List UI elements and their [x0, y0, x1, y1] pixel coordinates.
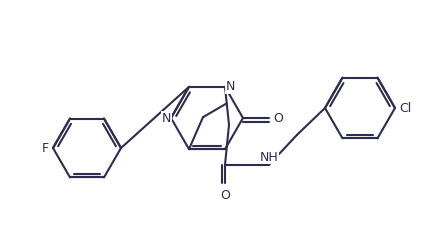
Text: Cl: Cl: [399, 102, 411, 114]
Text: O: O: [273, 111, 283, 124]
Text: N: N: [226, 80, 235, 93]
Text: F: F: [42, 142, 49, 154]
Text: N: N: [162, 111, 171, 124]
Text: O: O: [220, 189, 230, 202]
Text: NH: NH: [260, 151, 278, 164]
